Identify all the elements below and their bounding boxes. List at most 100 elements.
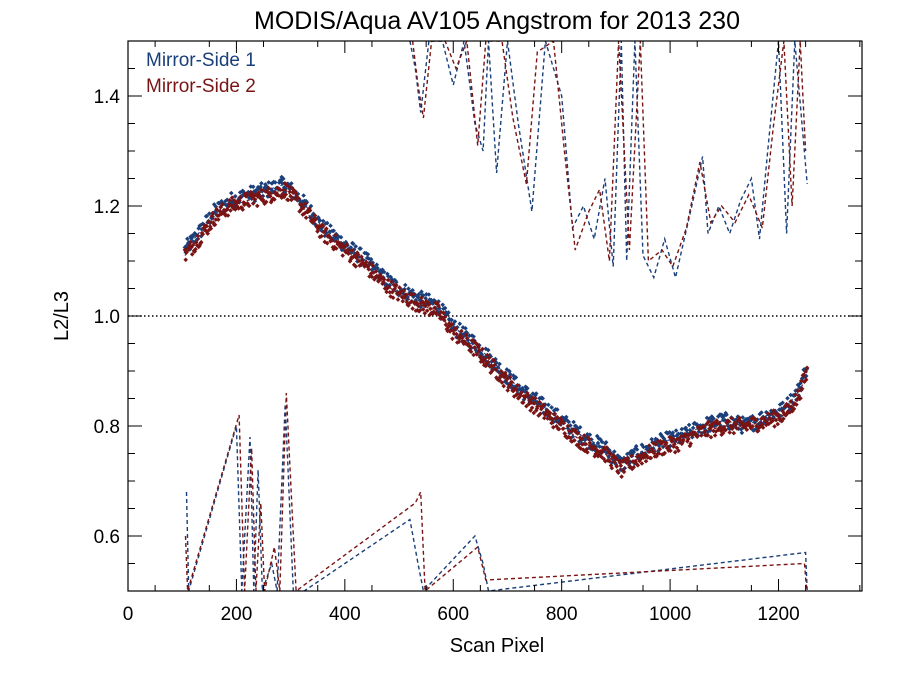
data-point — [225, 213, 231, 218]
data-point — [283, 192, 289, 197]
data-point — [334, 235, 340, 241]
data-point — [345, 247, 350, 253]
data-point — [229, 190, 234, 196]
data-point — [775, 421, 780, 427]
data-point — [583, 441, 589, 447]
data-point — [580, 442, 585, 447]
data-point — [708, 419, 714, 424]
data-point — [423, 296, 428, 301]
data-point — [637, 458, 642, 464]
data-point — [385, 286, 390, 291]
series-1-upper-dashed-line — [409, 41, 808, 280]
data-point — [338, 234, 344, 240]
data-point — [612, 459, 617, 465]
data-point — [564, 418, 570, 423]
data-point — [454, 331, 459, 337]
data-point — [220, 202, 225, 207]
x-tick-label: 0 — [123, 604, 134, 625]
data-point — [733, 422, 739, 427]
data-point — [471, 352, 476, 358]
data-point — [294, 191, 299, 197]
data-point — [386, 284, 392, 290]
data-point — [189, 236, 194, 241]
data-point — [280, 181, 285, 186]
data-point — [211, 202, 217, 207]
data-point — [290, 186, 295, 191]
data-point — [336, 234, 341, 239]
data-point — [205, 231, 210, 236]
data-point — [183, 257, 188, 263]
data-point — [268, 193, 273, 199]
data-point — [533, 395, 538, 401]
data-point — [617, 455, 623, 460]
data-point — [549, 405, 554, 410]
data-point — [237, 190, 243, 195]
data-point — [617, 460, 623, 466]
y-tick-label: 1.0 — [94, 307, 120, 328]
data-point — [316, 215, 321, 220]
data-point — [734, 426, 740, 431]
data-point — [466, 343, 471, 348]
data-point — [487, 364, 493, 369]
data-point — [365, 264, 371, 270]
data-point — [303, 201, 308, 206]
data-point — [301, 193, 306, 198]
data-point — [365, 252, 371, 257]
data-point — [480, 346, 485, 352]
data-point — [776, 412, 781, 417]
data-point — [502, 374, 507, 380]
data-point — [711, 416, 716, 421]
data-point — [242, 202, 247, 208]
data-point — [584, 447, 589, 452]
data-point — [329, 238, 335, 243]
data-point — [770, 418, 776, 423]
data-point — [528, 393, 533, 399]
data-point — [782, 403, 788, 409]
data-point — [686, 422, 692, 428]
data-point — [503, 373, 509, 378]
data-point — [690, 425, 696, 431]
data-point — [442, 317, 447, 323]
data-point — [195, 233, 201, 239]
data-point — [240, 207, 245, 212]
data-point — [207, 211, 212, 216]
data-point — [532, 400, 537, 406]
data-point — [380, 267, 385, 273]
data-point — [701, 423, 706, 429]
data-point — [698, 425, 703, 431]
data-point — [519, 390, 524, 395]
data-point — [198, 223, 203, 228]
data-point — [224, 206, 230, 212]
data-point — [731, 430, 737, 436]
data-point — [444, 326, 450, 332]
data-point — [339, 242, 345, 248]
plot-area — [128, 41, 862, 591]
data-point — [417, 298, 423, 303]
data-point — [638, 456, 644, 461]
data-point — [262, 201, 267, 206]
data-point — [368, 271, 374, 276]
data-point — [734, 419, 740, 425]
data-point — [390, 289, 395, 295]
data-point — [569, 439, 575, 444]
data-point — [759, 410, 764, 415]
data-point — [301, 205, 306, 210]
data-point — [239, 193, 245, 199]
data-point — [799, 378, 804, 384]
data-point — [653, 442, 658, 447]
series-2 — [182, 41, 810, 591]
data-point — [311, 211, 316, 217]
data-point — [204, 229, 210, 235]
data-point — [255, 203, 260, 209]
data-point — [269, 181, 275, 186]
data-point — [250, 201, 256, 206]
data-point — [376, 279, 381, 284]
data-point — [479, 352, 484, 357]
data-point — [482, 356, 488, 361]
data-point — [507, 375, 513, 380]
data-point — [472, 345, 477, 350]
data-point — [272, 180, 278, 185]
data-point — [667, 430, 672, 435]
data-point — [272, 197, 277, 202]
data-point — [481, 359, 486, 365]
